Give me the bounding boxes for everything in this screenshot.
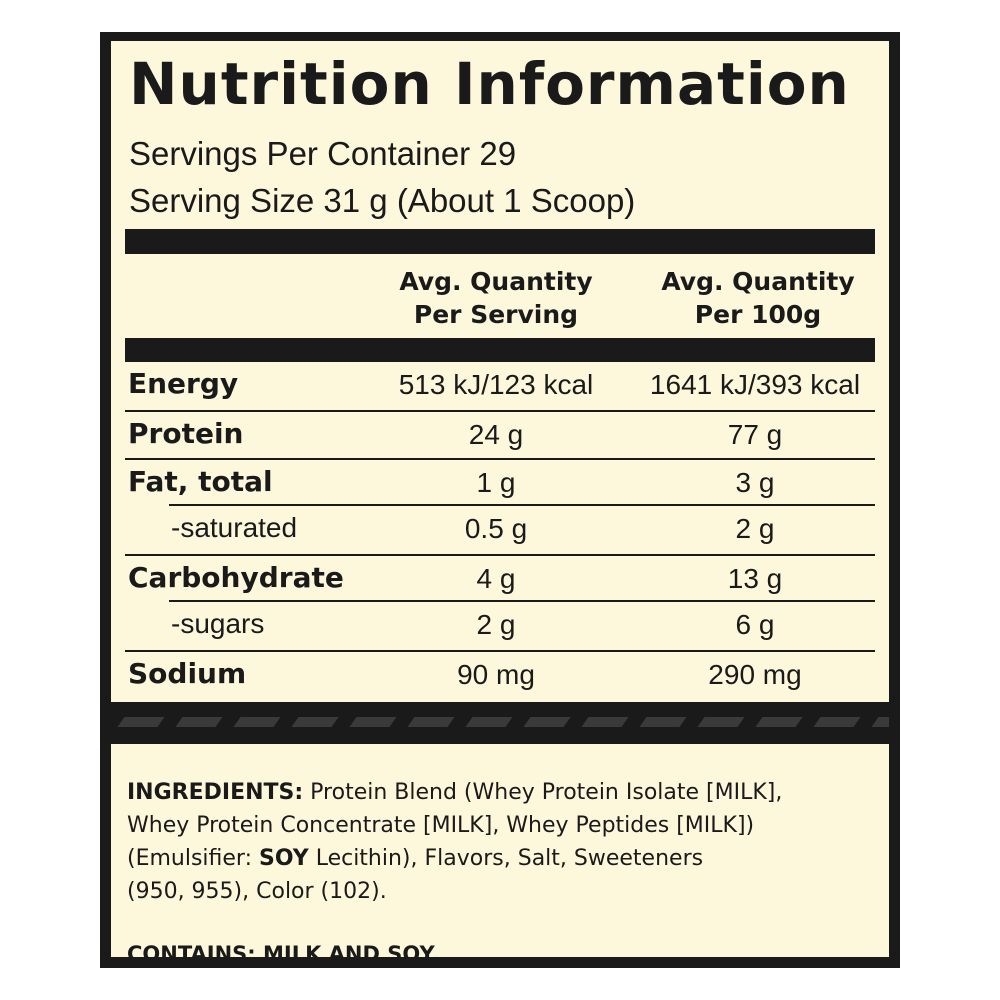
stripe-dash — [523, 717, 571, 727]
row-divider — [169, 600, 875, 602]
nutrient-row-sugars: -sugars 2 g 6 g — [125, 600, 875, 650]
column-header-per-serving: Avg. Quantity Per Serving — [361, 265, 631, 331]
ingredients-line-3b: Lecithin), Flavors, Salt, Sweeteners — [308, 846, 704, 871]
column-header-per-100g: Avg. Quantity Per 100g — [627, 265, 889, 331]
nutrient-per-100g: 2 g — [735, 513, 775, 544]
ingredients-text: INGREDIENTS: Protein Blend (Whey Protein… — [127, 776, 867, 908]
ingredients-line-1-text: Protein Blend (Whey Protein Isolate [MIL… — [310, 780, 783, 805]
nutrient-row-carbohydrate: Carbohydrate 4 g 13 g — [125, 554, 875, 602]
nutrient-name: Carbohydrate — [128, 561, 344, 594]
nutrient-name: Sodium — [128, 657, 247, 690]
nutrient-per-serving: 90 mg — [457, 659, 535, 690]
nutrient-per-serving: 24 g — [468, 419, 524, 450]
panel-title: Nutrition Information — [129, 50, 850, 118]
column-header-per-100g-line2: Per 100g — [694, 300, 822, 329]
column-header-per-serving-line1: Avg. Quantity — [399, 267, 593, 296]
allergen-soy: SOY — [259, 846, 309, 871]
nutrient-row-saturated: -saturated 0.5 g 2 g — [125, 504, 875, 554]
nutrient-name: Fat, total — [128, 465, 273, 498]
nutrient-per-100g: 290 mg — [708, 659, 802, 690]
stripe-dash — [349, 717, 397, 727]
stripe-dash — [465, 717, 513, 727]
nutrient-row-energy: Energy 513 kJ/123 kcal 1641 kJ/393 kcal — [125, 362, 875, 410]
row-divider — [169, 504, 875, 506]
stripe-dash — [175, 717, 223, 727]
stripe-dash — [117, 717, 165, 727]
nutrient-per-serving: 513 kJ/123 kcal — [398, 369, 594, 400]
nutrient-per-100g: 1641 kJ/393 kcal — [649, 369, 861, 400]
stripe-dash — [755, 717, 803, 727]
nutrient-row-sodium: Sodium 90 mg 290 mg — [125, 650, 875, 698]
table-top-divider-bar — [125, 338, 875, 362]
ingredients-line-3a: (Emulsifier: — [127, 846, 259, 871]
nutrient-per-serving: 0.5 g — [464, 513, 528, 544]
decorative-stripe-band — [111, 702, 889, 744]
column-header-per-serving-line2: Per Serving — [413, 300, 579, 329]
nutrition-panel: Nutrition Information Servings Per Conta… — [111, 41, 889, 702]
stripe-dash — [813, 717, 861, 727]
nutrient-per-serving: 4 g — [476, 563, 516, 594]
serving-size: Serving Size 31 g (About 1 Scoop) — [129, 182, 636, 219]
stripe-dash — [291, 717, 339, 727]
nutrition-label: Nutrition Information Servings Per Conta… — [100, 32, 900, 968]
ingredients-line-4: (950, 955), Color (102). — [127, 879, 387, 904]
nutrient-name: Protein — [128, 417, 244, 450]
ingredients-label: INGREDIENTS: — [127, 780, 304, 805]
nutrient-name: -saturated — [171, 512, 298, 543]
stripe-dash — [233, 717, 281, 727]
stripe-dash — [697, 717, 745, 727]
ingredients-line-1: INGREDIENTS: Protein Blend (Whey Protein… — [127, 776, 867, 809]
header-divider-bar — [125, 229, 875, 254]
ingredients-line-3: (Emulsifier: SOY Lecithin), Flavors, Sal… — [127, 842, 867, 875]
nutrient-name: Energy — [128, 367, 239, 400]
nutrient-per-100g: 77 g — [727, 419, 783, 450]
stripe-dash — [407, 717, 455, 727]
nutrient-per-serving: 2 g — [476, 609, 516, 640]
ingredients-line-2: Whey Protein Concentrate [MILK], Whey Pe… — [127, 813, 755, 838]
nutrient-row-fat-total: Fat, total 1 g 3 g — [125, 458, 875, 506]
stripe-dash — [581, 717, 629, 727]
nutrient-name: -sugars — [171, 608, 265, 639]
column-header-per-100g-line1: Avg. Quantity — [661, 267, 855, 296]
allergen-contains-statement: CONTAINS: MILK AND SOY. — [127, 942, 440, 966]
stripe-dash — [871, 717, 889, 727]
nutrient-per-100g: 6 g — [735, 609, 775, 640]
ingredients-panel: INGREDIENTS: Protein Blend (Whey Protein… — [111, 744, 889, 965]
stripe-dash — [639, 717, 687, 727]
nutrient-per-100g: 3 g — [735, 467, 775, 498]
nutrient-row-protein: Protein 24 g 77 g — [125, 410, 875, 458]
nutrient-per-100g: 13 g — [727, 563, 783, 594]
servings-per-container: Servings Per Container 29 — [129, 135, 517, 172]
nutrient-per-serving: 1 g — [476, 467, 516, 498]
